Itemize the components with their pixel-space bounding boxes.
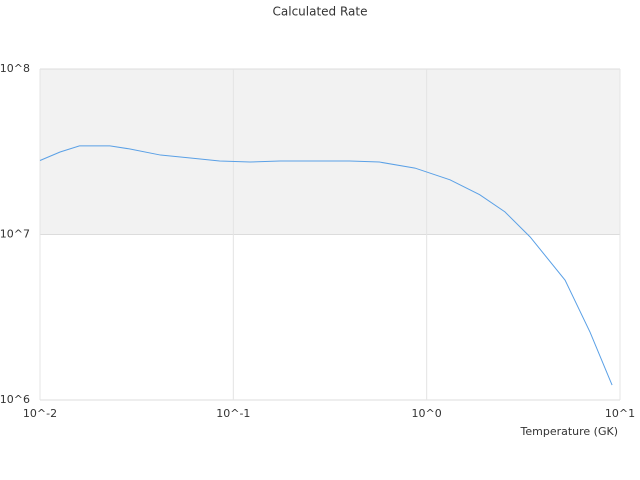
data-line <box>39 145 613 386</box>
x-tick-label: 10^-2 <box>23 407 57 420</box>
x-axis-label: Temperature (GK) <box>520 425 619 438</box>
grid-band <box>40 69 620 235</box>
x-tick-label: 10^1 <box>605 407 635 420</box>
y-tick-label: 10^7 <box>0 228 30 241</box>
y-tick-label: 10^6 <box>0 393 30 406</box>
chart-title: Calculated Rate <box>273 5 368 19</box>
y-tick-label: 10^8 <box>0 62 30 75</box>
x-tick-label: 10^0 <box>412 407 442 420</box>
x-tick-label: 10^-1 <box>216 407 250 420</box>
plot-background <box>40 69 620 235</box>
